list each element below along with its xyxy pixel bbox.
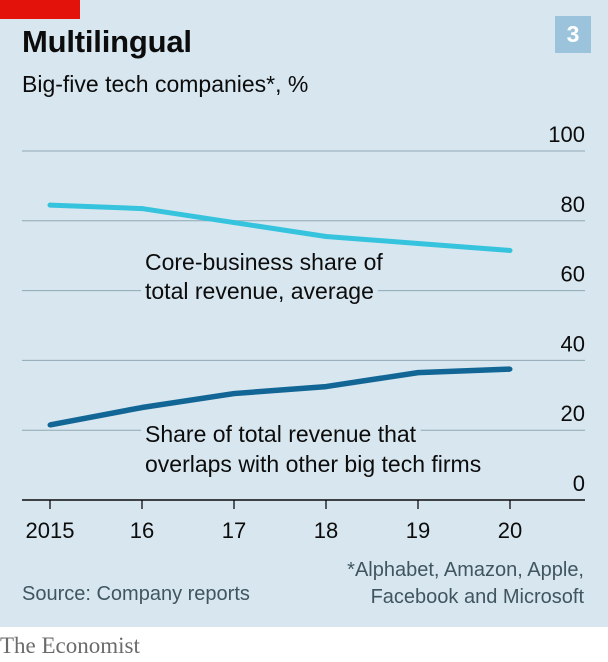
footnote-line-1: *Alphabet, Amazon, Apple,: [347, 559, 584, 581]
series-lines: [47, 202, 513, 428]
axes: 0 20 40 60 80 100 2015 16 17 18 19 20: [22, 122, 585, 543]
x-tick-label-2019: 19: [406, 518, 430, 543]
y-tick-label-0: 0: [573, 471, 585, 496]
y-tick-label-60: 60: [561, 262, 585, 287]
x-tick-label-2016: 16: [130, 518, 154, 543]
x-tick-label-2015: 2015: [26, 518, 75, 543]
x-tick-label-2017: 17: [222, 518, 246, 543]
core-series-label-line-2: total revenue, average: [145, 278, 374, 304]
chart-subtitle: Big-five tech companies*, %: [22, 71, 309, 97]
point-overlap-share-2016: [139, 405, 145, 411]
x-tick-label-2018: 18: [314, 518, 338, 543]
publisher-logo: The Economist: [0, 633, 140, 658]
point-core-share-2020: [507, 247, 513, 253]
brand-red-tab: [0, 0, 80, 19]
footnote: *Alphabet, Amazon, Apple, Facebook and M…: [347, 557, 584, 611]
chart-title: Multilingual: [22, 24, 192, 59]
y-tick-label-40: 40: [561, 331, 585, 356]
point-overlap-share-2020: [507, 366, 513, 372]
point-core-share-2016: [139, 206, 145, 212]
line-chart: Core-business share of total revenue, av…: [22, 122, 585, 543]
point-overlap-share-2019: [415, 370, 421, 376]
annotation-backdrop: [141, 451, 486, 477]
annotation-backdrop: [141, 421, 421, 447]
point-core-share-2017: [231, 220, 237, 226]
point-core-share-2015: [47, 202, 53, 208]
source-note: Source: Company reports: [22, 583, 250, 605]
series-annotations: Core-business share of total revenue, av…: [141, 249, 486, 477]
footnote-line-2: Facebook and Microsoft: [370, 586, 584, 608]
series-line-core-share: [49, 202, 511, 253]
core-series-label-line-1: Core-business share of: [145, 249, 383, 275]
chart-number-badge: 3: [555, 16, 591, 53]
x-tick-label-2020: 20: [498, 518, 522, 543]
point-overlap-share-2015: [47, 422, 53, 428]
y-tick-label-100: 100: [548, 122, 585, 147]
point-core-share-2019: [415, 240, 421, 246]
y-tick-label-20: 20: [561, 401, 585, 426]
overlap-series-label-line-2: overlaps with other big tech firms: [145, 451, 481, 477]
chart-panel: Multilingual Big-five tech companies*, %…: [0, 0, 608, 627]
y-tick-label-80: 80: [561, 192, 585, 217]
overlap-series-label-line-1: Share of total revenue that: [145, 421, 417, 447]
point-overlap-share-2018: [323, 384, 329, 390]
series-line-overlap-share: [49, 366, 511, 428]
point-overlap-share-2017: [231, 391, 237, 397]
point-core-share-2018: [323, 234, 329, 240]
annotation-backdrop: [141, 249, 388, 275]
annotation-backdrop: [141, 278, 378, 304]
